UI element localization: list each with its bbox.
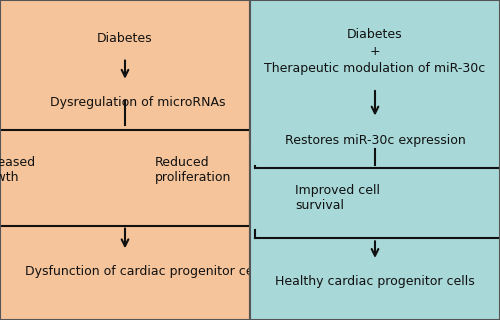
Text: Diabetes
+
Therapeutic modulation of miR-30c: Diabetes + Therapeutic modulation of miR… [264, 28, 486, 75]
Text: Increased
growth: Increased growth [0, 156, 36, 184]
Text: Healthy cardiac progenitor cells: Healthy cardiac progenitor cells [275, 275, 475, 288]
Text: Reduced
proliferation: Reduced proliferation [155, 156, 232, 184]
Text: Improved cell
survival: Improved cell survival [295, 184, 380, 212]
Text: Restores miR-30c expression: Restores miR-30c expression [284, 134, 466, 147]
Text: Dysregulation of microRNAs: Dysregulation of microRNAs [50, 96, 226, 109]
Text: Diabetes: Diabetes [97, 32, 153, 45]
Text: Dysfunction of cardiac progenitor cells: Dysfunction of cardiac progenitor cells [25, 266, 267, 278]
